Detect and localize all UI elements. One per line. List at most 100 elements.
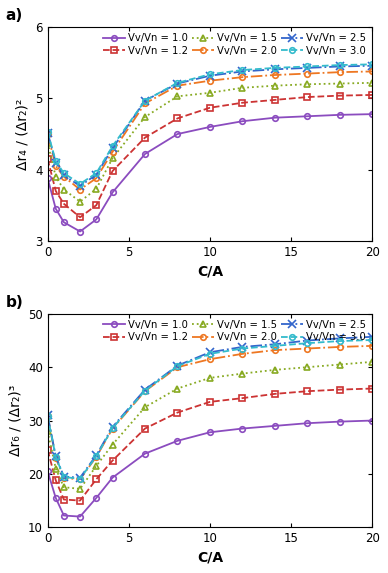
Vv/Vn = 1.2: [94, 476, 99, 482]
Line: Vv/Vn = 2.5: Vv/Vn = 2.5: [43, 332, 376, 482]
Vv/Vn = 1.0: [370, 417, 374, 424]
Vv/Vn = 1.5: [62, 484, 66, 490]
Vv/Vn = 2.5: [175, 362, 180, 369]
Vv/Vn = 1.2: [110, 167, 115, 174]
Vv/Vn = 3.0: [78, 180, 82, 187]
Vv/Vn = 2.5: [338, 63, 342, 70]
Vv/Vn = 1.2: [272, 390, 277, 397]
Line: Vv/Vn = 1.5: Vv/Vn = 1.5: [44, 358, 376, 492]
Vv/Vn = 3.0: [110, 143, 115, 150]
Line: Vv/Vn = 2.0: Vv/Vn = 2.0: [45, 69, 375, 193]
Vv/Vn = 3.0: [272, 64, 277, 71]
Vv/Vn = 1.2: [62, 496, 66, 503]
Vv/Vn = 1.2: [338, 386, 342, 393]
Vv/Vn = 2.0: [272, 347, 277, 354]
Vv/Vn = 1.2: [78, 497, 82, 504]
Y-axis label: Δr₄ / (Δr₂)²: Δr₄ / (Δr₂)²: [16, 99, 30, 170]
X-axis label: C/A: C/A: [197, 264, 223, 278]
Vv/Vn = 2.5: [94, 171, 99, 178]
Vv/Vn = 2.5: [94, 452, 99, 458]
Vv/Vn = 1.2: [45, 446, 50, 453]
Vv/Vn = 1.0: [272, 114, 277, 121]
Vv/Vn = 2.0: [54, 163, 58, 170]
Vv/Vn = 3.0: [175, 363, 180, 370]
Vv/Vn = 2.5: [370, 62, 374, 69]
Vv/Vn = 1.0: [62, 512, 66, 519]
Vv/Vn = 1.5: [54, 465, 58, 472]
Vv/Vn = 1.2: [54, 187, 58, 194]
Vv/Vn = 2.0: [143, 388, 147, 395]
Vv/Vn = 1.5: [45, 139, 50, 146]
Vv/Vn = 2.0: [45, 413, 50, 419]
Vv/Vn = 1.0: [54, 205, 58, 212]
Vv/Vn = 1.0: [338, 111, 342, 118]
Vv/Vn = 3.0: [370, 61, 374, 68]
Vv/Vn = 3.0: [94, 170, 99, 176]
Vv/Vn = 3.0: [175, 80, 180, 87]
Vv/Vn = 2.0: [175, 364, 180, 371]
Vv/Vn = 3.0: [62, 474, 66, 481]
Vv/Vn = 2.5: [272, 341, 277, 348]
Vv/Vn = 2.5: [62, 172, 66, 179]
Vv/Vn = 3.0: [240, 66, 245, 73]
Vv/Vn = 2.5: [175, 80, 180, 87]
Vv/Vn = 2.5: [272, 66, 277, 73]
Line: Vv/Vn = 2.5: Vv/Vn = 2.5: [43, 61, 376, 190]
Vv/Vn = 2.0: [45, 131, 50, 138]
Vv/Vn = 1.0: [208, 429, 212, 435]
Vv/Vn = 1.5: [78, 485, 82, 492]
Vv/Vn = 1.0: [110, 189, 115, 196]
Vv/Vn = 3.0: [338, 62, 342, 69]
Vv/Vn = 3.0: [94, 453, 99, 460]
Vv/Vn = 3.0: [240, 345, 245, 352]
Vv/Vn = 1.2: [305, 93, 310, 100]
Vv/Vn = 2.5: [143, 97, 147, 104]
Vv/Vn = 1.0: [45, 468, 50, 474]
Vv/Vn = 1.5: [45, 428, 50, 435]
Vv/Vn = 2.0: [54, 454, 58, 461]
Line: Vv/Vn = 1.0: Vv/Vn = 1.0: [45, 111, 375, 234]
Vv/Vn = 2.0: [94, 175, 99, 182]
Vv/Vn = 2.5: [62, 473, 66, 480]
Vv/Vn = 2.0: [62, 474, 66, 481]
Vv/Vn = 2.5: [110, 423, 115, 430]
Vv/Vn = 1.2: [175, 115, 180, 122]
Y-axis label: Δr₆ / (Δr₂)³: Δr₆ / (Δr₂)³: [8, 385, 23, 456]
Vv/Vn = 1.2: [240, 395, 245, 402]
Vv/Vn = 1.5: [175, 385, 180, 392]
Vv/Vn = 2.0: [370, 68, 374, 75]
Vv/Vn = 1.0: [78, 513, 82, 520]
Vv/Vn = 1.2: [305, 388, 310, 395]
Vv/Vn = 2.5: [305, 64, 310, 71]
Vv/Vn = 3.0: [143, 387, 147, 394]
Line: Vv/Vn = 3.0: Vv/Vn = 3.0: [45, 61, 375, 187]
Vv/Vn = 2.5: [78, 474, 82, 481]
Line: Vv/Vn = 1.0: Vv/Vn = 1.0: [45, 418, 375, 519]
Vv/Vn = 2.5: [45, 412, 50, 419]
Vv/Vn = 1.2: [208, 398, 212, 405]
Vv/Vn = 3.0: [78, 475, 82, 482]
Vv/Vn = 1.0: [110, 474, 115, 481]
Vv/Vn = 1.5: [175, 93, 180, 100]
Text: b): b): [5, 295, 23, 309]
Vv/Vn = 3.0: [143, 97, 147, 104]
Vv/Vn = 2.5: [338, 335, 342, 342]
Vv/Vn = 3.0: [45, 413, 50, 419]
Line: Vv/Vn = 1.2: Vv/Vn = 1.2: [45, 92, 375, 220]
Vv/Vn = 2.5: [54, 159, 58, 166]
Vv/Vn = 1.5: [94, 462, 99, 469]
Vv/Vn = 1.2: [208, 104, 212, 111]
Vv/Vn = 3.0: [208, 351, 212, 358]
Vv/Vn = 1.2: [240, 99, 245, 106]
Vv/Vn = 1.2: [110, 457, 115, 464]
Vv/Vn = 2.0: [62, 173, 66, 180]
Legend: Vv/Vn = 1.0, Vv/Vn = 1.2, Vv/Vn = 1.5, Vv/Vn = 2.0, Vv/Vn = 2.5, Vv/Vn = 3.0: Vv/Vn = 1.0, Vv/Vn = 1.2, Vv/Vn = 1.5, V…: [99, 29, 370, 60]
Vv/Vn = 2.5: [240, 68, 245, 75]
Vv/Vn = 1.5: [272, 366, 277, 373]
Vv/Vn = 2.5: [208, 72, 212, 79]
Vv/Vn = 2.5: [78, 183, 82, 190]
Vv/Vn = 3.0: [305, 340, 310, 347]
Vv/Vn = 2.0: [110, 425, 115, 432]
Vv/Vn = 1.2: [143, 425, 147, 432]
Vv/Vn = 1.5: [110, 441, 115, 448]
